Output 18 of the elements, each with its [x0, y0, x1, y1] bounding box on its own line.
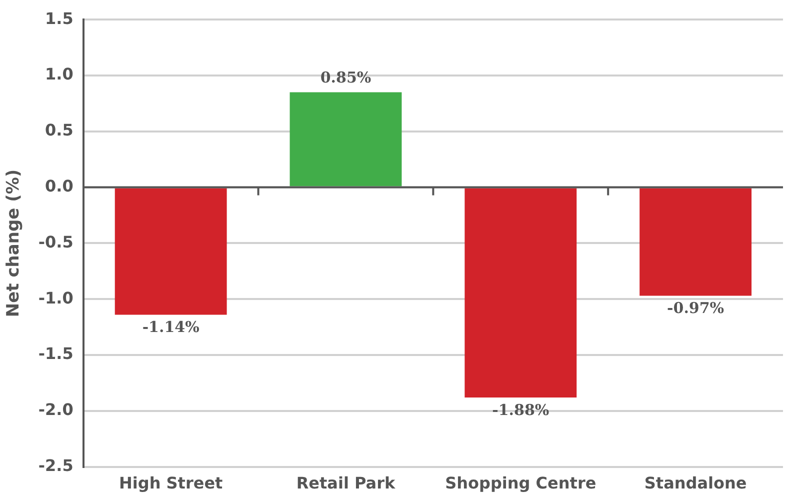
y-tick-label: 0.5 [45, 120, 74, 140]
data-label: -0.97% [667, 299, 724, 318]
y-tick-label: 1.0 [45, 64, 74, 84]
x-tick-label: High Street [118, 474, 224, 493]
y-tick-label: -2.0 [38, 400, 74, 420]
y-tick-label: -2.5 [38, 456, 74, 475]
y-axis-title: Net change (%) [4, 169, 24, 318]
y-tick-label: 0.0 [45, 176, 74, 196]
data-label: -1.88% [492, 400, 550, 419]
y-tick-label: -0.5 [38, 232, 74, 252]
x-tick-label: Shopping Centre [445, 474, 596, 493]
x-tick-label: Standalone [644, 474, 747, 493]
y-tick-label: -1.5 [38, 344, 74, 364]
y-tick-label: -1.0 [38, 288, 74, 308]
y-tick-label: 1.5 [45, 8, 74, 28]
data-label: -1.14% [142, 318, 200, 336]
x-tick-label: Retail Park [296, 474, 396, 493]
data-label: 0.85% [320, 68, 372, 87]
